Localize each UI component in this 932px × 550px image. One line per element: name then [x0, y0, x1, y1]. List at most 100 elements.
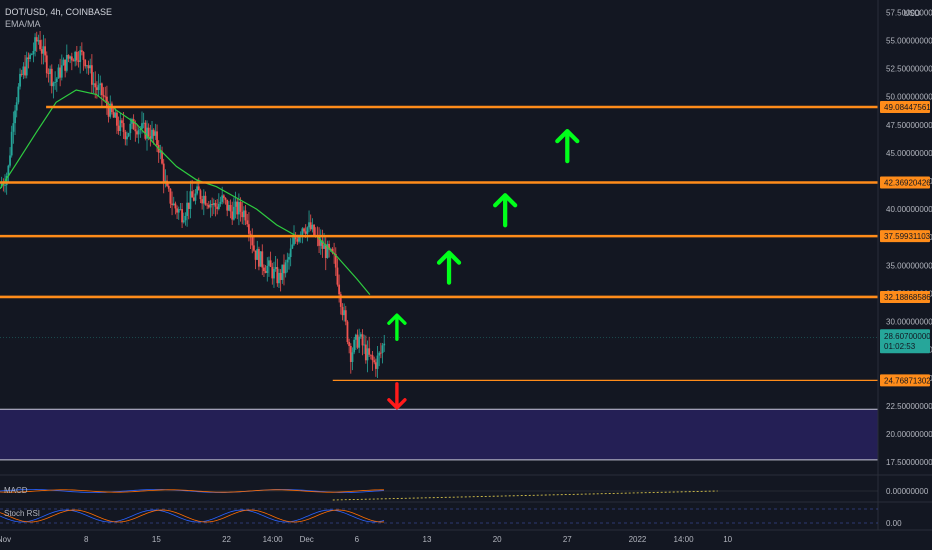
candle-body — [144, 122, 147, 139]
candle-body — [104, 96, 107, 98]
candle-body — [189, 191, 192, 209]
candle-body — [264, 271, 267, 273]
x-tick-label: 6 — [355, 535, 360, 544]
candle-body — [126, 136, 128, 140]
candle-body — [258, 248, 260, 267]
candle-body — [107, 105, 110, 117]
candle-body — [35, 37, 38, 42]
candle-body — [326, 243, 329, 259]
candle-body — [5, 176, 8, 186]
candle-body — [354, 334, 357, 340]
candle-body — [324, 245, 327, 259]
macd-label: MACD — [4, 486, 28, 495]
candle-body — [119, 120, 122, 132]
candle-body — [94, 83, 97, 88]
candle-body — [57, 67, 60, 79]
candle-body — [328, 243, 330, 250]
candle-body — [62, 59, 65, 66]
candle-body — [194, 193, 197, 201]
arrow-down-icon — [387, 382, 407, 410]
candle-body — [281, 264, 284, 280]
candle-body — [308, 222, 310, 228]
candle-body — [212, 203, 215, 205]
candle-body — [363, 344, 366, 346]
candle-body — [37, 40, 40, 42]
candle-body — [283, 264, 285, 274]
candle-body — [331, 248, 334, 253]
x-tick-label: 22 — [222, 535, 231, 544]
candle-body — [221, 195, 224, 202]
candle-body — [356, 334, 359, 348]
candle-body — [49, 68, 52, 74]
y-tick-label: 57.50000000 — [886, 8, 932, 17]
candle-body — [239, 202, 242, 212]
arrow-up-icon — [436, 250, 462, 285]
candle-body — [192, 197, 195, 201]
price-axis — [878, 0, 932, 550]
candle-body — [329, 248, 332, 250]
candle-body — [244, 210, 247, 221]
candle-body — [374, 362, 377, 369]
candle-body — [348, 342, 351, 346]
candle-body — [0, 183, 3, 187]
candle-body — [346, 321, 349, 343]
candle-body — [201, 199, 204, 204]
candle-body — [172, 203, 175, 206]
x-tick-label: 14:00 — [263, 535, 284, 544]
level-price-tag — [880, 374, 930, 387]
y-tick-label: 17.50000000 — [886, 458, 932, 467]
candle-body — [219, 201, 222, 204]
candle-body — [99, 83, 102, 86]
level-price-tag — [880, 100, 930, 113]
stoch-k-line — [0, 509, 385, 523]
candle-body — [368, 348, 371, 355]
candle-body — [349, 345, 352, 362]
candle-body — [25, 57, 28, 76]
symbol-title: DOT/USD, 4h, COINBASE — [5, 7, 113, 17]
y-tick-label: 47.50000000 — [886, 121, 932, 130]
candle-body — [222, 195, 225, 198]
y-tick-label: 22.50000000 — [886, 402, 932, 411]
candle-body — [90, 65, 93, 85]
candle-body — [269, 260, 272, 267]
candle-body — [371, 355, 374, 361]
candle-body — [77, 60, 80, 62]
candle-body — [296, 239, 299, 242]
y-tick-label: 40.00000000 — [886, 205, 932, 214]
candle-body — [318, 235, 320, 246]
candle-body — [149, 136, 152, 139]
candle-body — [64, 59, 67, 71]
candle-body — [139, 128, 142, 131]
candle-body — [42, 46, 45, 54]
level-price-tag — [880, 230, 930, 243]
candle-body — [106, 96, 108, 106]
candle-body — [14, 110, 16, 124]
candle-body — [74, 51, 77, 62]
x-tick-label: 15 — [152, 535, 161, 544]
candle-body — [284, 262, 287, 274]
candle-body — [303, 228, 305, 232]
level-price-tag-label: 42.36920426 — [884, 178, 931, 187]
candle-body — [237, 202, 240, 215]
candle-body — [286, 259, 289, 263]
candle-body — [141, 123, 143, 129]
candle-body — [87, 65, 90, 69]
candle-body — [17, 86, 20, 103]
arrow-up-icon — [493, 193, 518, 228]
candle-body — [353, 339, 356, 353]
candle-body — [156, 131, 158, 146]
candle-body — [341, 306, 344, 316]
candle-body — [379, 352, 382, 354]
candle-body — [236, 201, 239, 215]
candle-body — [50, 68, 53, 87]
candle-body — [251, 237, 254, 246]
candle-body — [336, 267, 339, 285]
candle-body — [226, 199, 229, 211]
candle-body — [154, 131, 157, 136]
candle-body — [10, 131, 13, 156]
candle-body — [39, 40, 41, 50]
candle-body — [40, 49, 43, 54]
candle-body — [109, 103, 112, 117]
candle-body — [102, 95, 105, 97]
